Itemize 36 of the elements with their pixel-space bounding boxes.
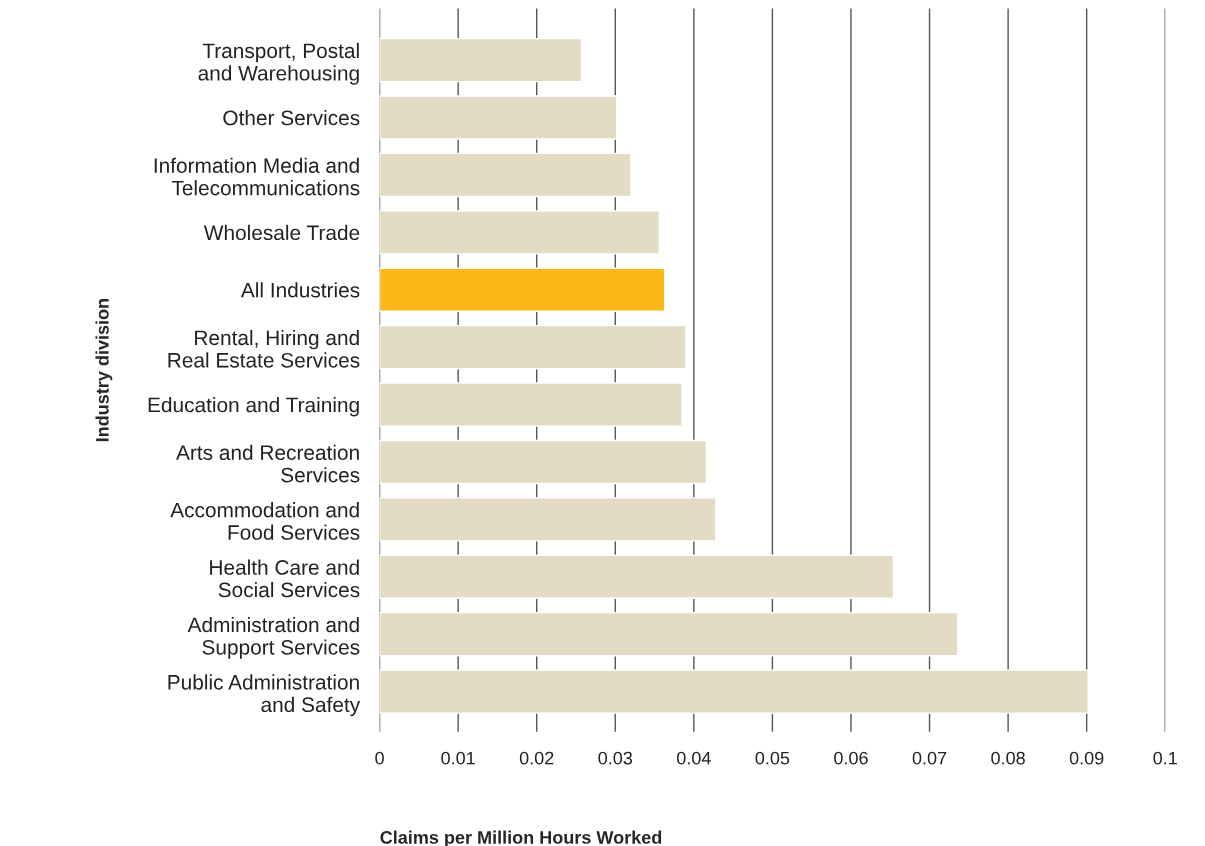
bar (379, 324, 687, 370)
y-tick-label: Education and Training (148, 397, 359, 417)
x-tick-label: 0.1 (1153, 751, 1177, 765)
y-tick-label: Information Media and Telecommunications (154, 157, 360, 196)
bar (379, 497, 717, 542)
x-tick-label: 0.09 (1069, 751, 1104, 765)
bar (379, 152, 632, 198)
x-tick-label: 0.05 (755, 751, 790, 765)
bar (379, 267, 666, 312)
bar (379, 554, 895, 600)
bar (379, 382, 683, 427)
y-tick-label: Rental, Hiring and Real Estate Services (168, 329, 360, 368)
y-tick-label: Administration and Support Services (187, 616, 360, 659)
x-tick-label: 0.01 (441, 751, 475, 765)
x-tick-label: 0.04 (676, 751, 711, 765)
bar (379, 95, 618, 140)
y-tick-label: Wholesale Trade (203, 224, 360, 241)
x-tick-label: 0.08 (991, 751, 1025, 765)
bar (379, 439, 708, 485)
y-tick-label: Other Services (223, 109, 360, 126)
x-tick-label: 0 (375, 751, 384, 765)
x-tick-label: 0.03 (598, 751, 633, 765)
bar (379, 210, 660, 255)
bar (379, 37, 583, 83)
y-tick-label: Health Care and Social Services (210, 559, 360, 598)
bar (379, 669, 1089, 714)
y-tick-label: Public Administration and Safety (168, 674, 361, 717)
y-tick-label: Arts and Recreation Services (176, 444, 360, 483)
y-axis-title: Industry division (95, 299, 113, 442)
x-tick-label: 0.07 (912, 751, 947, 765)
x-tick-label: 0.06 (834, 751, 868, 765)
x-tick-label: 0.02 (519, 751, 554, 765)
y-tick-label: Accommodation and Food Services (170, 502, 360, 540)
y-tick-label: Transport, Postal and Warehousing (198, 42, 359, 85)
bar (379, 611, 959, 657)
y-tick-label: All Industries (240, 282, 360, 298)
